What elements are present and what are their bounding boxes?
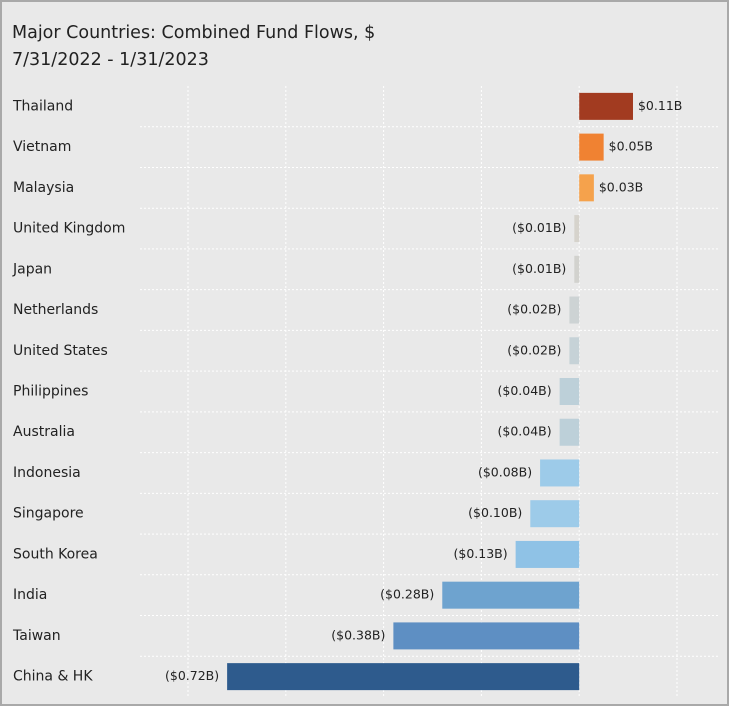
bar <box>515 540 580 568</box>
bar <box>393 622 580 650</box>
value-label: ($0.13B) <box>454 546 508 561</box>
category-label: China & HK <box>13 669 93 685</box>
category-label: Australia <box>13 424 75 440</box>
value-label: ($0.08B) <box>478 464 532 479</box>
value-label: ($0.02B) <box>507 342 561 357</box>
bar <box>540 459 580 487</box>
value-label: ($0.38B) <box>331 627 385 642</box>
bar <box>559 418 580 446</box>
bar <box>574 255 580 283</box>
value-label: ($0.28B) <box>380 587 434 602</box>
bar <box>579 133 604 161</box>
bar <box>559 378 580 405</box>
bar <box>569 296 580 324</box>
value-label: ($0.04B) <box>498 383 552 398</box>
bar <box>227 663 580 691</box>
category-label: India <box>13 587 47 603</box>
value-label: ($0.01B) <box>512 220 566 235</box>
value-label: ($0.72B) <box>165 668 219 683</box>
bar <box>579 92 633 120</box>
category-label: Netherlands <box>13 302 98 318</box>
category-label: Philippines <box>13 384 88 400</box>
value-label: ($0.02B) <box>507 302 561 317</box>
category-label: Vietnam <box>13 139 71 155</box>
bar <box>569 337 580 365</box>
category-label: Malaysia <box>13 180 74 196</box>
bar <box>530 500 580 528</box>
category-label: South Korea <box>13 546 98 562</box>
category-label: Thailand <box>12 98 73 114</box>
category-label: Indonesia <box>13 465 81 481</box>
bar <box>442 581 580 609</box>
value-label: $0.11B <box>638 98 682 113</box>
value-label: $0.03B <box>599 179 643 194</box>
category-label: Taiwan <box>12 628 61 644</box>
category-label: United States <box>13 343 108 359</box>
category-label: Japan <box>12 261 52 277</box>
chart-title: Major Countries: Combined Fund Flows, $ <box>12 23 375 43</box>
value-label: $0.05B <box>609 139 653 154</box>
value-label: ($0.10B) <box>468 505 522 520</box>
bar <box>574 215 580 243</box>
chart-subtitle: 7/31/2022 - 1/31/2023 <box>12 50 209 70</box>
value-label: ($0.04B) <box>498 424 552 439</box>
category-label: Singapore <box>13 506 84 522</box>
category-label: United Kingdom <box>13 221 125 237</box>
value-label: ($0.01B) <box>512 261 566 276</box>
bar <box>579 174 594 202</box>
